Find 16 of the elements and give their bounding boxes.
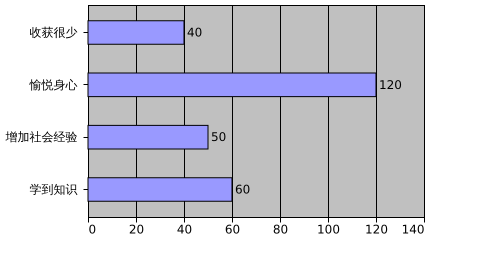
x-tick-label: 60 <box>224 222 240 236</box>
y-tick-label: 愉悦身心 <box>28 78 78 92</box>
x-tick-label: 80 <box>272 222 288 236</box>
x-tick-label: 20 <box>128 222 144 236</box>
y-tick-label: 增加社会经验 <box>4 130 78 144</box>
x-tick-label: 120 <box>365 222 388 236</box>
data-label: 60 <box>235 182 250 197</box>
data-label: 120 <box>379 78 402 92</box>
x-tick-label: 100 <box>317 222 340 236</box>
y-tick-label: 收获很少 <box>30 25 78 40</box>
data-label: 40 <box>187 25 202 40</box>
x-tick-label: 40 <box>176 222 192 236</box>
x-tick-label: 140 <box>402 222 424 236</box>
data-label: 50 <box>211 130 226 144</box>
y-tick-label: 学到知识 <box>30 182 78 197</box>
x-tick-label: 0 <box>88 222 96 236</box>
